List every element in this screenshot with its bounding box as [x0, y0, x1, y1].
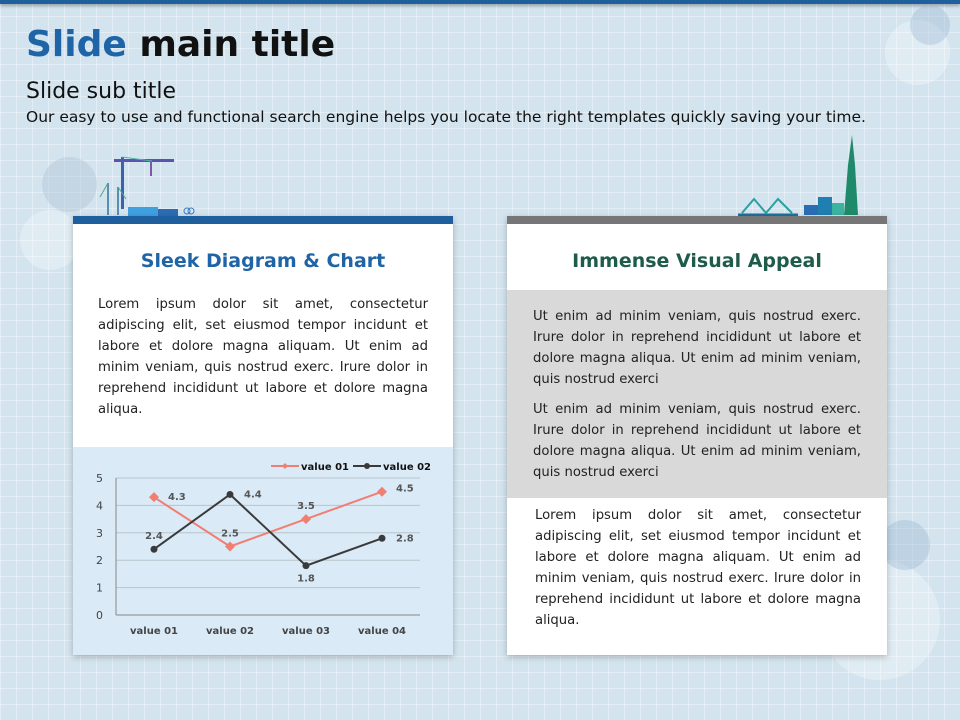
data-point [377, 486, 387, 497]
bridge-icon [738, 197, 798, 217]
title-highlight: Slide [26, 24, 127, 65]
legend-marker [282, 463, 288, 469]
data-point [225, 541, 235, 552]
legend-label: value 01 [301, 462, 349, 473]
right-card-heading: Immense Visual Appeal [572, 250, 822, 272]
y-tick-label: 0 [96, 609, 103, 622]
data-label: 2.5 [221, 529, 239, 540]
left-card-text: Lorem ipsum dolor sit amet, consectetur … [98, 297, 428, 417]
decor-circle [885, 20, 950, 85]
data-label: 4.3 [168, 492, 186, 503]
right-card-gray-text-2: Ut enim ad minim veniam, quis nostrud ex… [533, 402, 861, 480]
wind-turbine-icon [99, 182, 127, 215]
decor-circle [910, 5, 950, 45]
construction-crane-icon [114, 156, 195, 216]
x-tick-label: value 01 [130, 626, 178, 637]
decor-circle [42, 157, 97, 212]
series-line [153, 493, 383, 567]
series-line [153, 490, 383, 548]
data-point [378, 534, 386, 542]
decor-circle [880, 520, 930, 570]
chart-panel: 0 1 2 3 4 5 value 01 value 02 value 03 value 04 4.… [73, 447, 453, 655]
x-tick-label: value 02 [206, 626, 254, 637]
data-point [301, 514, 311, 525]
legend-label: value 02 [383, 462, 431, 473]
top-bar [0, 0, 960, 4]
data-label: 3.5 [297, 501, 315, 512]
data-point [149, 492, 159, 503]
page-title: Slide main title [26, 24, 335, 65]
city-skyline-icon [804, 135, 858, 215]
page-description: Our easy to use and functional search en… [26, 108, 866, 126]
data-label: 4.5 [396, 484, 414, 495]
decor-circle [20, 210, 80, 270]
left-card: Sleek Diagram & Chart Lorem ipsum dolor … [73, 216, 453, 655]
data-point [226, 490, 234, 498]
data-point [150, 545, 158, 553]
right-card: Immense Visual Appeal Ut enim ad minim v… [507, 216, 887, 655]
x-tick-label: value 04 [358, 626, 406, 637]
line-chart: 0 1 2 3 4 5 value 01 value 02 value 03 value 04 4.… [96, 462, 431, 637]
data-label: 4.4 [244, 489, 262, 500]
right-card-text: Lorem ipsum dolor sit amet, consectetur … [535, 508, 861, 628]
left-card-heading: Sleek Diagram & Chart [140, 250, 386, 272]
legend-marker [364, 463, 370, 469]
right-card-gray-text-1: Ut enim ad minim veniam, quis nostrud ex… [533, 309, 861, 387]
y-tick-label: 2 [96, 554, 103, 567]
right-card-bar [507, 216, 887, 224]
data-label: 2.4 [145, 531, 163, 542]
y-tick-label: 3 [96, 527, 103, 540]
y-tick-label: 4 [96, 499, 103, 512]
data-label: 1.8 [297, 574, 315, 585]
data-point [302, 562, 310, 570]
y-tick-label: 1 [96, 582, 103, 595]
x-tick-label: value 03 [282, 626, 330, 637]
left-card-bar [73, 216, 453, 224]
page-subtitle: Slide sub title [26, 79, 177, 104]
data-label: 2.8 [396, 533, 414, 544]
right-card-gray-section: Ut enim ad minim veniam, quis nostrud ex… [507, 290, 887, 498]
title-rest: main title [126, 24, 336, 65]
y-tick-label: 5 [96, 472, 103, 485]
